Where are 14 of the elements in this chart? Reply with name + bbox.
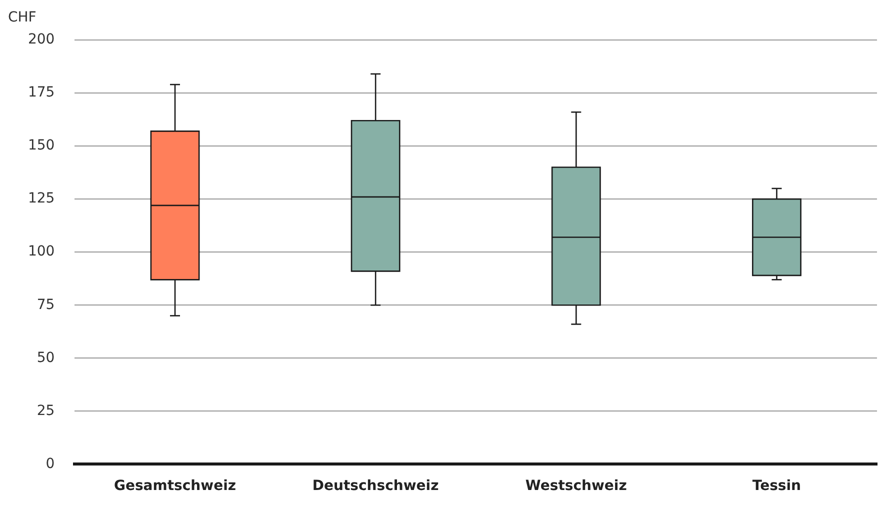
y-tick-label: 0	[46, 456, 55, 472]
y-axis-title: CHF	[8, 10, 36, 26]
x-tick-label: Deutschschweiz	[312, 478, 439, 494]
y-tick-label: 200	[28, 32, 55, 48]
y-tick-label: 100	[28, 244, 55, 260]
y-tick-label: 125	[28, 190, 55, 207]
y-tick-label: 150	[28, 138, 55, 154]
y-tick-label: 75	[36, 296, 55, 313]
x-tick-label: Westschweiz	[525, 478, 627, 494]
y-tick-label: 175	[28, 84, 55, 101]
x-tick-label: Gesamtschweiz	[114, 478, 236, 494]
x-tick-label: Tessin	[752, 478, 802, 494]
y-tick-label: 50	[36, 350, 55, 366]
y-tick-label: 25	[36, 402, 55, 419]
